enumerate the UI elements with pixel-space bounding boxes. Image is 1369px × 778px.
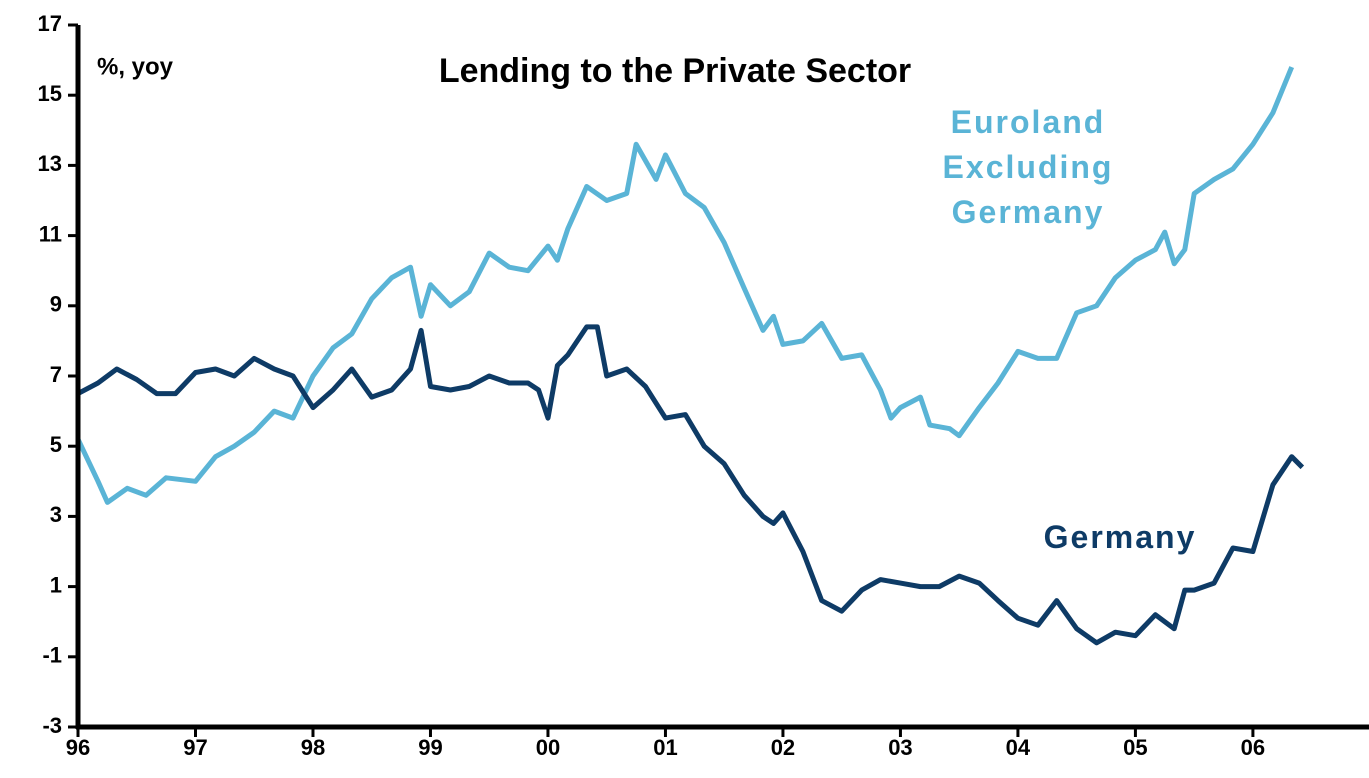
y-tick-label: 11 [39, 221, 62, 246]
y-axis-label: %, yoy [97, 53, 174, 80]
y-tick-label: 5 [50, 432, 62, 457]
x-tick-label: 01 [653, 735, 677, 760]
chart-title: Lending to the Private Sector [439, 52, 911, 90]
x-tick-label: 03 [888, 735, 912, 760]
y-tick-label: 9 [50, 292, 62, 317]
series-line [75, 66, 1295, 505]
series-label: Euroland Excluding Germany [942, 104, 1114, 230]
x-tick-label: 00 [536, 735, 560, 760]
x-tick-label: 98 [301, 735, 325, 760]
x-tick-label: 02 [771, 735, 795, 760]
x-tick-label: 97 [183, 735, 207, 760]
x-tick-label: 06 [1241, 735, 1265, 760]
x-tick-label: 99 [418, 735, 442, 760]
y-tick-label: 13 [38, 151, 62, 176]
y-tick-label: -3 [42, 713, 62, 738]
series-label: Germany [1043, 519, 1197, 555]
y-tick-label: 7 [50, 362, 62, 387]
x-tick-label: 05 [1123, 735, 1147, 760]
y-tick-label: 3 [50, 502, 62, 527]
y-tick-label: 1 [50, 572, 62, 597]
y-tick-label: 17 [38, 11, 62, 36]
x-tick-label: 04 [1006, 735, 1031, 760]
x-tick-label: 96 [66, 735, 90, 760]
y-tick-label: -1 [42, 643, 62, 668]
series-line [76, 324, 1305, 646]
y-tick-label: 15 [38, 81, 62, 106]
